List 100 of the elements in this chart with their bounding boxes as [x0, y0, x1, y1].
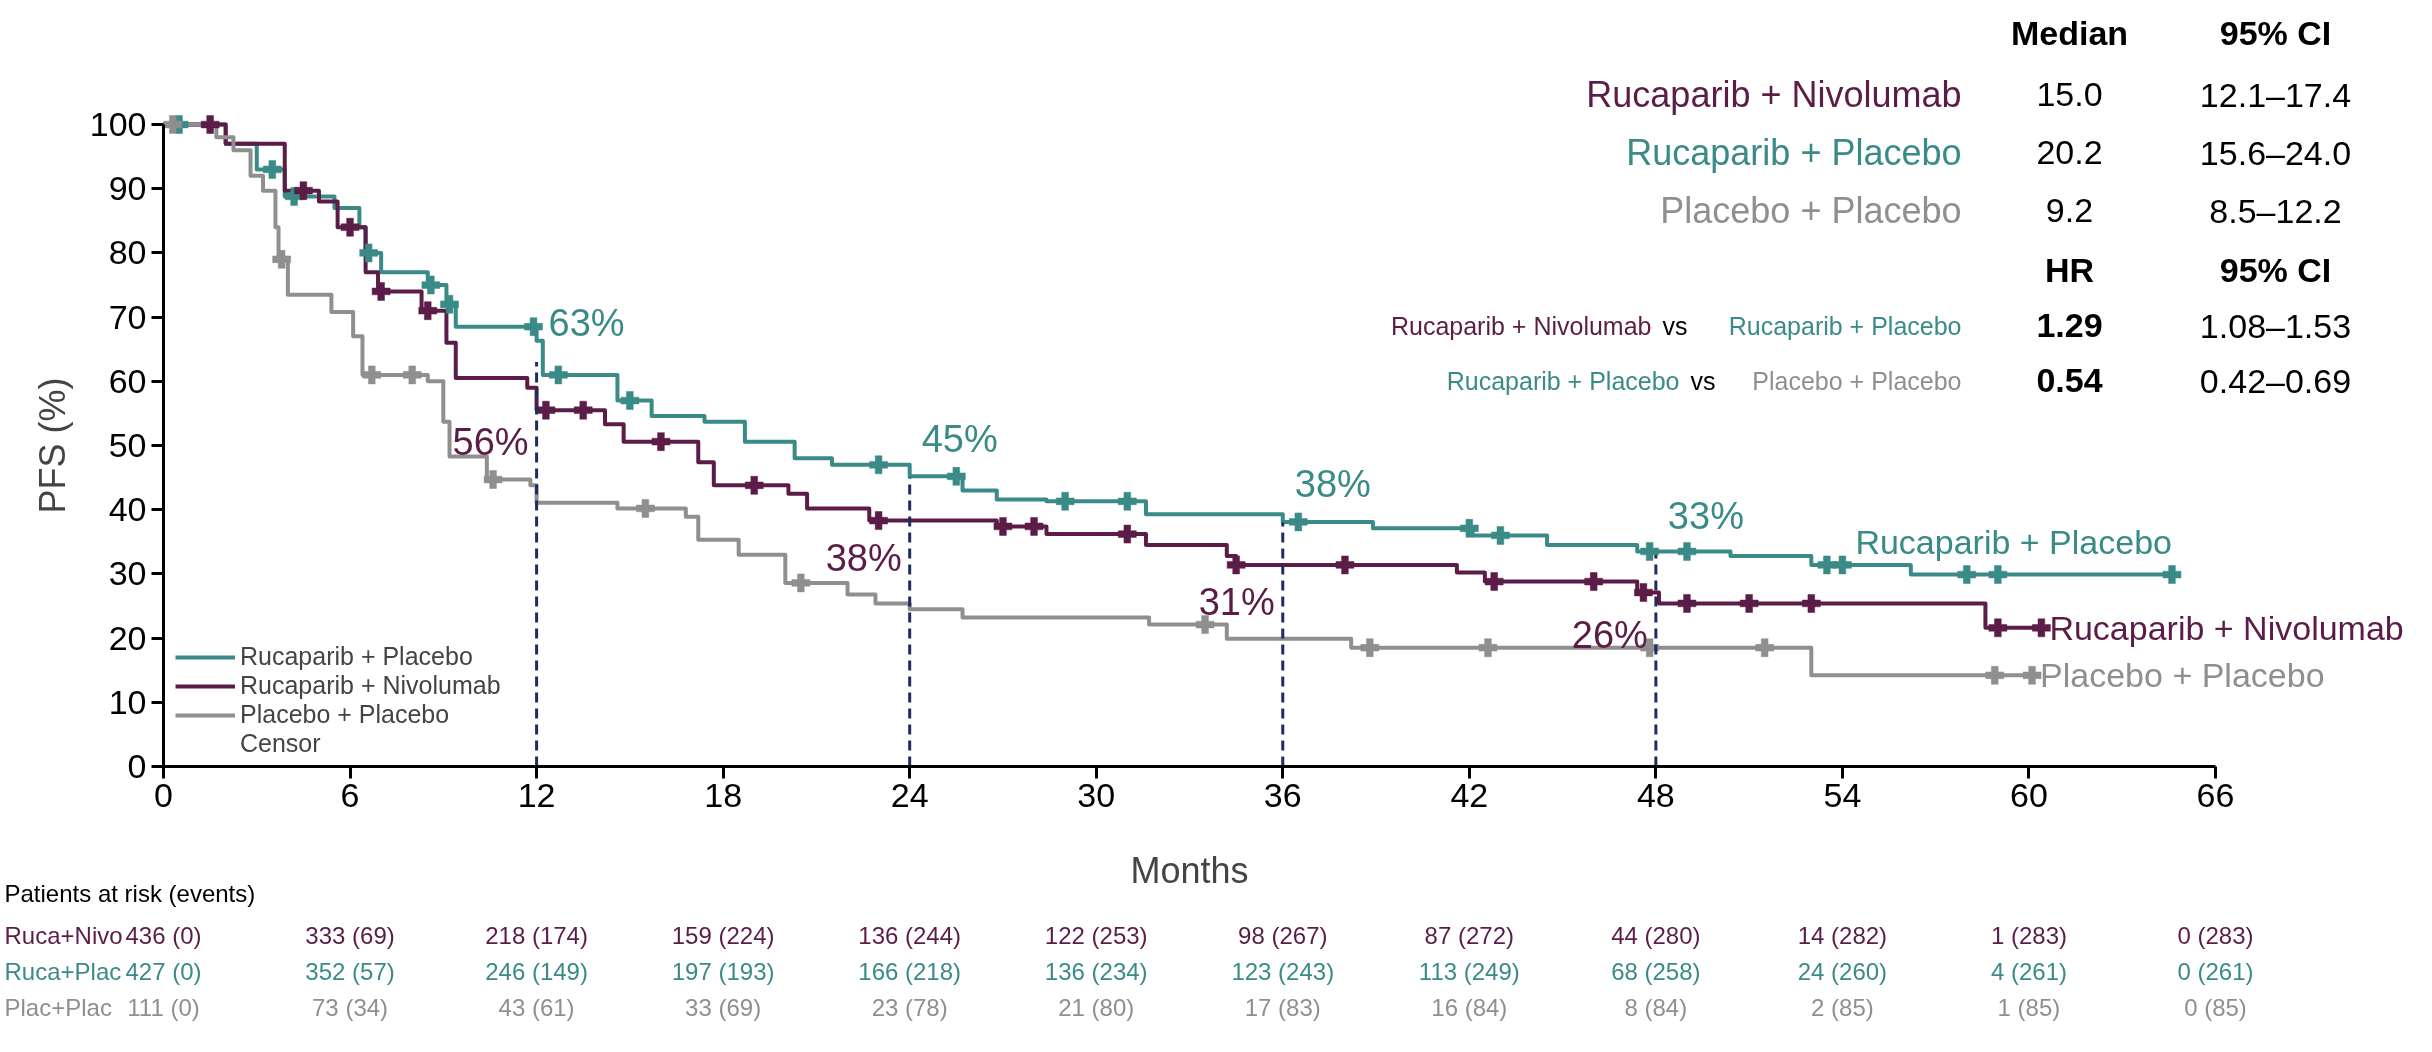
annotation: 31% — [1198, 581, 1275, 624]
text: 17 (83) — [1244, 994, 1321, 1021]
text: 136 (234) — [1044, 958, 1148, 985]
text: 95% CI — [2219, 250, 2332, 289]
annotation: 38% — [1294, 462, 1371, 505]
x-tick-label: 24 — [890, 775, 929, 814]
x-tick-label: 54 — [1823, 775, 1862, 814]
annotation: 1.08–1.53 — [2199, 306, 2352, 345]
annotation: 20.2 — [2036, 133, 2103, 171]
y-tick-label: 50 — [108, 426, 147, 464]
text: 166 (218) — [858, 958, 962, 985]
text: 436 (0) — [125, 922, 202, 949]
y-tick-label: 40 — [108, 490, 147, 529]
text: 1 (283) — [1990, 922, 2067, 949]
annotation: Rucaparib + Placebo — [1728, 311, 1962, 340]
text: 197 (193) — [671, 958, 775, 985]
y-tick-label: 100 — [89, 105, 147, 143]
text: 122 (253) — [1044, 922, 1148, 949]
x-tick-label: 48 — [1636, 775, 1675, 814]
text: 73 (34) — [312, 994, 389, 1021]
annotation: Placebo + Placebo — [1752, 366, 1962, 395]
text: 0 (283) — [2177, 922, 2254, 949]
annotation: Censor — [240, 729, 321, 758]
text: 33 (69) — [685, 994, 762, 1021]
text: 0 (85) — [2184, 994, 2247, 1021]
x-tick-label: 18 — [704, 775, 743, 814]
text: 0 (261) — [2177, 958, 2254, 985]
y-tick-label: 30 — [108, 554, 147, 593]
annotation: 0.54 — [2036, 361, 2103, 399]
legend-label: Placebo + Placebo — [240, 700, 450, 729]
text: 1 (85) — [1997, 994, 2061, 1021]
annotation: 9.2 — [2045, 191, 2094, 229]
x-tick-label: 6 — [340, 775, 360, 814]
text: Median — [2010, 13, 2129, 52]
text: 246 (149) — [485, 958, 588, 985]
text: 24 (260) — [1797, 958, 1888, 985]
text: 113 (249) — [1418, 958, 1520, 985]
text: Ruca+Plac — [4, 958, 122, 985]
annotation: 26% — [1571, 613, 1648, 656]
text: 352 (57) — [305, 958, 395, 985]
text: 111 (0) — [127, 994, 200, 1021]
y-tick-label: 90 — [108, 169, 147, 208]
text: 23 (78) — [871, 994, 948, 1021]
text: 87 (272) — [1424, 922, 1515, 949]
text: 159 (224) — [671, 922, 775, 949]
text: Rucaparib + Nivolumab — [1586, 74, 1962, 115]
x-tick-label: 42 — [1450, 775, 1489, 814]
annotation: 15.6–24.0 — [2199, 133, 2352, 172]
x-tick-label: 0 — [154, 775, 173, 814]
x-axis-title: Months — [1130, 849, 1249, 891]
x-tick-label: 66 — [2196, 775, 2235, 814]
annotation: 0.42–0.69 — [2199, 361, 2352, 400]
text: 8 (84) — [1624, 994, 1688, 1021]
annotation: 8.5–12.2 — [2209, 191, 2342, 230]
text: 16 (84) — [1431, 994, 1508, 1021]
x-tick-label: 36 — [1263, 775, 1302, 814]
text: Plac+Plac — [4, 994, 112, 1021]
annotation: vs — [1662, 311, 1688, 340]
x-tick-label: 60 — [2010, 775, 2048, 814]
y-axis-title: PFS (%) — [31, 377, 73, 514]
y-tick-label: 80 — [108, 233, 147, 272]
text: 43 (61) — [498, 994, 575, 1021]
annotation: Rucaparib + Placebo — [1626, 132, 1962, 173]
text: 136 (244) — [858, 922, 962, 949]
text: 15.0 — [2036, 75, 2103, 113]
y-tick-label: 10 — [108, 682, 147, 721]
text: 218 (174) — [485, 922, 588, 949]
text: 98 (267) — [1238, 922, 1328, 949]
y-tick-label: 70 — [108, 297, 147, 336]
legend-label: Rucaparib + Nivolumab — [240, 671, 501, 700]
text: Rucaparib + Nivolumab — [2049, 608, 2404, 647]
annotation: 45% — [921, 417, 998, 460]
text: Patients at risk (events) — [4, 880, 256, 907]
annotation: 56% — [452, 420, 529, 463]
annotation: 38% — [825, 536, 902, 579]
text: 21 (80) — [1058, 994, 1135, 1021]
text: 333 (69) — [305, 922, 395, 949]
text: 4 (261) — [1990, 958, 2067, 985]
text: 68 (258) — [1611, 958, 1701, 985]
y-tick-label: 60 — [108, 361, 147, 400]
annotation: 1.29 — [2036, 306, 2103, 344]
text: 44 (280) — [1611, 922, 1701, 949]
text: Rucaparib + Placebo — [1855, 522, 2172, 561]
text: 2 (85) — [1811, 994, 1874, 1021]
annotation: Rucaparib + Placebo — [1446, 366, 1680, 395]
annotation: 33% — [1667, 494, 1744, 537]
text: 12.1–17.4 — [2199, 75, 2352, 114]
text: 427 (0) — [125, 958, 202, 985]
annotation: Placebo + Placebo — [1660, 190, 1962, 231]
annotation: vs — [1690, 366, 1716, 395]
annotation: Rucaparib + Nivolumab — [1390, 311, 1652, 340]
text: Placebo + Placebo — [2040, 656, 2325, 695]
annotation: HR — [2044, 250, 2095, 289]
text: 123 (243) — [1231, 958, 1335, 985]
text: Ruca+Nivo — [4, 922, 123, 949]
x-tick-label: 30 — [1077, 775, 1116, 814]
legend-label: Rucaparib + Placebo — [240, 642, 473, 671]
y-tick-label: 0 — [127, 747, 147, 785]
x-tick-label: 12 — [517, 775, 556, 814]
y-tick-label: 20 — [108, 618, 147, 657]
